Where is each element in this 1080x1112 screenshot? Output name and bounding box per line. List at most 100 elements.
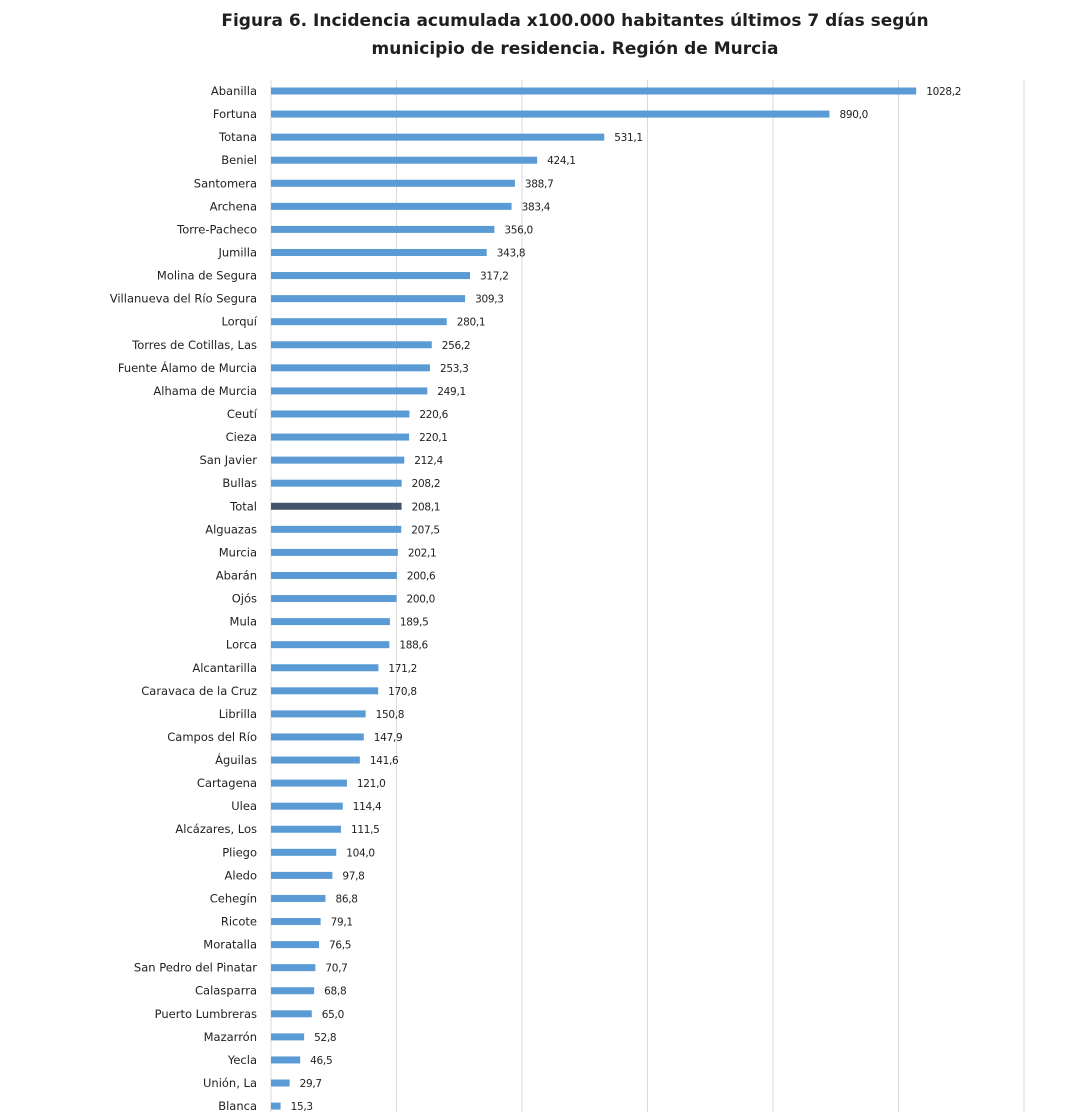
bar	[271, 987, 315, 995]
value-label: 208,1	[412, 501, 441, 513]
value-label: 141,6	[370, 755, 399, 767]
value-label: 150,8	[376, 709, 405, 721]
bar	[271, 272, 471, 280]
category-label: Fortuna	[213, 107, 257, 121]
value-label: 68,8	[324, 986, 346, 998]
bar	[271, 618, 390, 626]
category-label: Villanueva del Río Segura	[110, 292, 257, 306]
value-label: 343,8	[497, 247, 526, 259]
bar	[271, 733, 364, 741]
category-label: Ulea	[231, 799, 257, 813]
value-label: 188,6	[399, 640, 428, 652]
value-label: 200,6	[407, 570, 436, 582]
value-label: 890,0	[839, 109, 868, 121]
category-label: Yecla	[227, 1053, 257, 1067]
category-label: Beniel	[221, 153, 257, 167]
value-label: 253,3	[440, 363, 469, 375]
category-label: Campos del Río	[167, 730, 257, 744]
category-label: Ceutí	[227, 407, 258, 421]
bar	[271, 918, 321, 926]
value-label: 356,0	[504, 224, 533, 236]
value-label: 86,8	[335, 893, 357, 905]
value-label: 52,8	[314, 1032, 336, 1044]
category-label: Bullas	[222, 476, 257, 490]
value-label: 121,0	[357, 778, 386, 790]
chart-title-line-2: municipio de residencia. Región de Murci…	[372, 39, 779, 59]
bar	[271, 225, 495, 233]
bar	[271, 525, 402, 533]
bar	[271, 687, 379, 695]
bar	[271, 1102, 281, 1110]
category-label: Puerto Lumbreras	[155, 1007, 257, 1021]
value-label: 170,8	[388, 686, 417, 698]
bar	[271, 202, 512, 210]
bar	[271, 433, 410, 441]
bar	[271, 110, 830, 118]
value-label: 65,0	[322, 1009, 344, 1021]
category-label: Archena	[210, 199, 257, 213]
bar	[271, 387, 428, 395]
value-label: 212,4	[414, 455, 443, 467]
category-label: Águilas	[215, 752, 257, 767]
value-label: 383,4	[522, 201, 551, 213]
bar	[271, 756, 360, 764]
category-label: Abarán	[216, 568, 257, 582]
value-label: 114,4	[353, 801, 382, 813]
category-label: Totana	[218, 130, 257, 144]
bar	[271, 779, 347, 787]
category-label: Abanilla	[211, 84, 257, 98]
bar	[271, 595, 397, 603]
bar	[271, 410, 410, 418]
bar	[271, 894, 326, 902]
bar	[271, 1079, 290, 1087]
category-label: Alhama de Murcia	[153, 384, 257, 398]
bar	[271, 133, 605, 141]
bar	[271, 87, 917, 95]
bar	[271, 1033, 305, 1041]
bar	[271, 318, 447, 326]
value-label: 104,0	[346, 847, 375, 859]
bar	[271, 248, 487, 256]
bars: Abanilla 1028,2 Fortuna 890,0 Totana 531,1 Ben…	[110, 84, 962, 1112]
value-label: 46,5	[310, 1055, 332, 1067]
category-label: Ojós	[232, 592, 257, 606]
category-label: Unión, La	[203, 1076, 257, 1090]
value-label: 309,3	[475, 294, 504, 306]
bar	[271, 941, 320, 949]
bar	[271, 295, 466, 303]
value-label: 111,5	[351, 824, 380, 836]
value-label: 531,1	[614, 132, 643, 144]
category-label: Cieza	[226, 430, 257, 444]
value-label: 76,5	[329, 940, 351, 952]
category-label: Pliego	[222, 845, 257, 859]
value-label: 280,1	[457, 317, 486, 329]
value-label: 79,1	[331, 917, 353, 929]
bar	[271, 802, 343, 810]
category-label: Murcia	[219, 545, 257, 559]
bar	[271, 502, 402, 510]
category-label: Blanca	[218, 1099, 257, 1112]
bar	[271, 364, 430, 372]
category-label: Aledo	[225, 868, 257, 882]
category-label: Santomera	[194, 176, 257, 190]
bar	[271, 341, 432, 349]
value-label: 147,9	[374, 732, 403, 744]
bar	[271, 1056, 301, 1064]
chart-title-line-1: Figura 6. Incidencia acumulada x100.000 …	[221, 11, 928, 31]
category-label: Mula	[230, 615, 257, 629]
category-label: Cartagena	[197, 776, 257, 790]
category-label: Total	[229, 499, 257, 513]
value-label: 29,7	[300, 1078, 322, 1090]
category-label: San Javier	[199, 453, 257, 467]
value-label: 249,1	[437, 386, 466, 398]
category-label: Alguazas	[205, 522, 257, 536]
bar	[271, 479, 402, 487]
category-label: Alcázares, Los	[175, 822, 257, 836]
category-label: Ricote	[221, 915, 257, 929]
value-label: 1028,2	[926, 86, 961, 98]
bar	[271, 179, 515, 187]
value-label: 208,2	[412, 478, 441, 490]
value-label: 202,1	[408, 547, 437, 559]
value-label: 15,3	[291, 1101, 313, 1112]
category-label: Lorca	[226, 638, 257, 652]
